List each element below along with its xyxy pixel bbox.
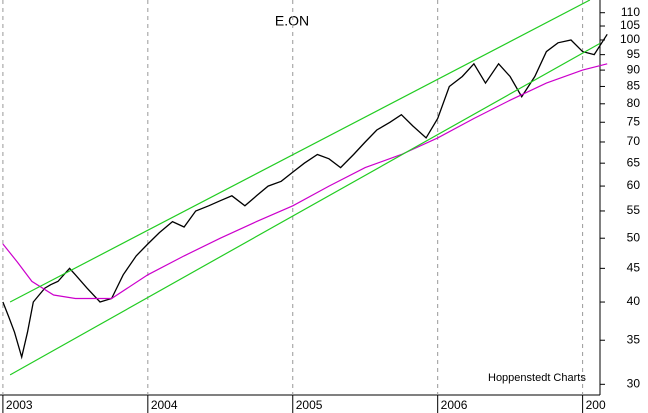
y-tick-label: 85 xyxy=(627,79,641,93)
y-tick-label: 110 xyxy=(621,5,640,19)
y-tick-label: 50 xyxy=(627,230,641,244)
x-tick-label: 2005 xyxy=(296,398,323,412)
y-tick-label: 80 xyxy=(627,96,641,110)
y-tick-label: 95 xyxy=(627,47,641,61)
annotation: Hoppenstedt Charts xyxy=(488,372,586,384)
series-line xyxy=(9,42,601,376)
y-tick-label: 35 xyxy=(627,332,641,346)
x-tick-label: 2003 xyxy=(6,398,33,412)
y-tick-label: 30 xyxy=(627,376,641,390)
y-tick-label: 75 xyxy=(627,114,641,128)
y-tick-label: 45 xyxy=(627,261,641,275)
y-tick-label: 70 xyxy=(627,134,641,148)
x-tick-label: 2004 xyxy=(151,398,178,412)
series-line xyxy=(9,0,591,303)
x-tick-label: 2006 xyxy=(441,398,468,412)
y-tick-label: 60 xyxy=(627,178,641,192)
series-line xyxy=(2,33,608,360)
y-tick-label: 40 xyxy=(627,294,641,308)
y-tick-label: 90 xyxy=(627,62,641,76)
x-tick-label: 200 xyxy=(586,398,606,412)
series-line xyxy=(2,63,608,300)
y-tick-label: 100 xyxy=(620,32,640,46)
chart-title: E.ON xyxy=(275,13,309,29)
y-tick-label: 55 xyxy=(627,203,641,217)
y-tick-label: 105 xyxy=(620,18,640,32)
y-tick-label: 65 xyxy=(627,155,641,169)
